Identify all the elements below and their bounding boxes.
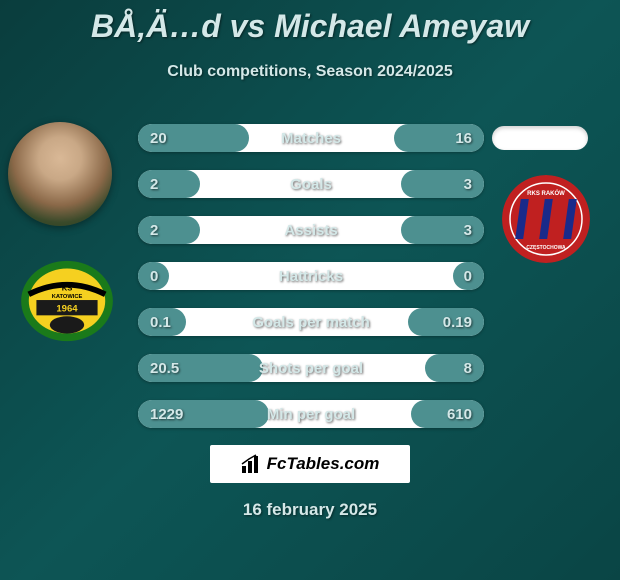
brand-text: FcTables.com — [267, 454, 380, 474]
stat-row-mpg: 1229 Min per goal 610 — [138, 400, 484, 428]
chart-icon — [241, 454, 263, 474]
svg-text:KATOWICE: KATOWICE — [52, 294, 83, 300]
stat-row-goals: 2 Goals 3 — [138, 170, 484, 198]
stat-label: Assists — [138, 222, 484, 239]
stat-row-assists: 2 Assists 3 — [138, 216, 484, 244]
value-right: 610 — [447, 406, 472, 423]
value-right: 16 — [455, 130, 472, 147]
player-left-photo — [8, 122, 112, 226]
value-right: 0 — [464, 268, 472, 285]
brand-logo[interactable]: FcTables.com — [210, 445, 410, 483]
footer-date: 16 february 2025 — [0, 500, 620, 520]
svg-text:RKS RAKÓW: RKS RAKÓW — [527, 189, 565, 197]
subtitle: Club competitions, Season 2024/2025 — [0, 63, 620, 81]
value-right: 3 — [464, 222, 472, 239]
page-title: BÅ‚Ä…d vs Michael Ameyaw — [0, 0, 620, 45]
stat-row-spg: 20.5 Shots per goal 8 — [138, 354, 484, 382]
stat-row-hattricks: 0 Hattricks 0 — [138, 262, 484, 290]
club-left-badge: KS KATOWICE 1964 — [18, 258, 116, 344]
stat-label: Min per goal — [138, 406, 484, 423]
stat-row-matches: 20 Matches 16 — [138, 124, 484, 152]
stat-label: Matches — [138, 130, 484, 147]
value-right: 3 — [464, 176, 472, 193]
stat-label: Goals per match — [138, 314, 484, 331]
stat-label: Hattricks — [138, 268, 484, 285]
club-right-badge: RKS RAKÓW CZĘSTOCHOWA — [502, 175, 590, 263]
stat-label: Goals — [138, 176, 484, 193]
player-right-flag — [492, 126, 588, 150]
svg-text:CZĘSTOCHOWA: CZĘSTOCHOWA — [526, 245, 566, 251]
svg-text:KS: KS — [62, 283, 73, 292]
value-right: 0.19 — [443, 314, 472, 331]
stats-container: 20 Matches 16 2 Goals 3 2 Assists 3 0 Ha… — [138, 124, 484, 446]
stat-row-gpm: 0.1 Goals per match 0.19 — [138, 308, 484, 336]
value-right: 8 — [464, 360, 472, 377]
svg-text:1964: 1964 — [56, 304, 78, 315]
stat-label: Shots per goal — [138, 360, 484, 377]
